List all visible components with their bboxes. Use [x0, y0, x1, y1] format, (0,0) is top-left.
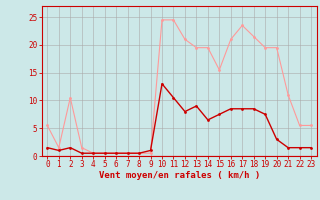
X-axis label: Vent moyen/en rafales ( km/h ): Vent moyen/en rafales ( km/h ): [99, 171, 260, 180]
